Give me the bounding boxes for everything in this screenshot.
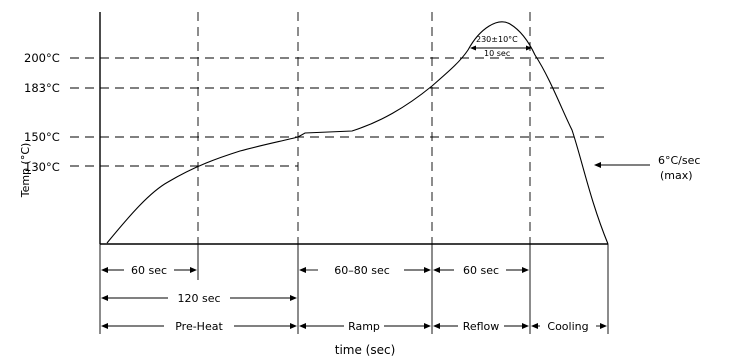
x-axis-label: time (sec)	[335, 343, 396, 357]
phase-ramp: Ramp	[348, 320, 380, 333]
phase-reflow: Reflow	[463, 320, 500, 333]
duration-row-1: 60 sec 60–80 sec 60 sec	[101, 264, 529, 277]
phase-preheat: Pre-Heat	[175, 320, 223, 333]
cooling-rate-arrow	[594, 162, 601, 168]
peak-arrow-left	[470, 45, 476, 51]
cooling-rate-label: 6°C/sec	[658, 154, 700, 167]
cooling-rate-max: (max)	[660, 169, 693, 182]
peak-arrow-right	[526, 45, 532, 51]
y-tick-130: 130°C	[24, 160, 60, 174]
y-axis-label: Temp (°C)	[19, 143, 32, 199]
phase-cooling: Cooling	[547, 320, 588, 333]
duration-60-sec: 60 sec	[131, 264, 167, 277]
peak-time-label: 10 sec	[484, 49, 510, 58]
duration-reflow-60-sec: 60 sec	[463, 264, 499, 277]
y-tick-183: 183°C	[24, 81, 60, 95]
duration-120-sec: 120 sec	[177, 292, 220, 305]
peak-temp-label: 230±10°C	[476, 35, 518, 44]
y-tick-150: 150°C	[24, 130, 60, 144]
y-tick-200: 200°C	[24, 51, 60, 65]
phase-row: Pre-Heat Ramp Reflow Cooling	[101, 320, 607, 333]
duration-row-2: 120 sec	[101, 292, 297, 305]
duration-60-80-sec: 60–80 sec	[334, 264, 390, 277]
temperature-profile-curve	[106, 21, 609, 245]
